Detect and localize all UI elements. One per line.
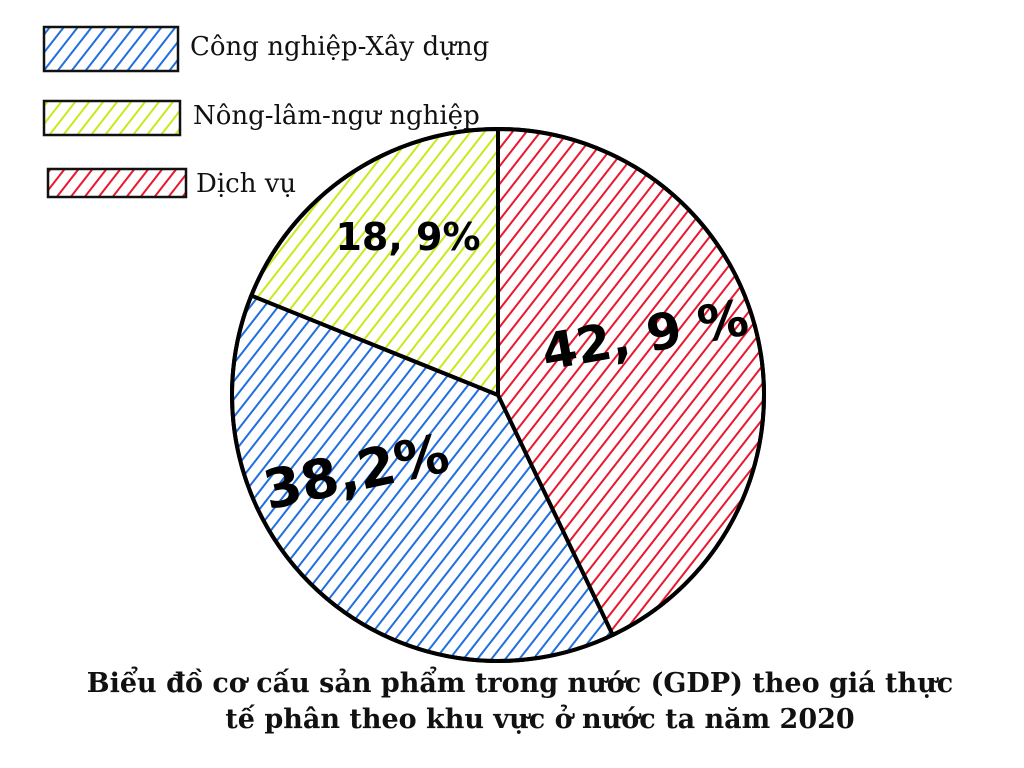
legend: Công nghiệp-Xây dựng Nông-lâm-ngư nghiệp…: [42, 25, 489, 199]
pie: [230, 127, 767, 663]
legend-label-nong-lam: Nông-lâm-ngư nghiệp: [193, 101, 480, 131]
pie-outline: [230, 127, 766, 663]
legend-item-dich-vu: Dịch vụ: [46, 167, 296, 199]
legend-item-cong-nghiep: Công nghiệp-Xây dựng: [42, 25, 489, 73]
legend-item-nong-lam: Nông-lâm-ngư nghiệp: [42, 99, 480, 137]
legend-swatch-nong-lam: [42, 99, 182, 137]
legend-swatch-dich-vu: [46, 167, 188, 199]
legend-label-cong-nghiep: Công nghiệp-Xây dựng: [190, 32, 489, 62]
legend-label-dich-vu: Dịch vụ: [196, 169, 296, 199]
chart-title: Biểu đồ cơ cấu sản phẩm trong nước (GDP)…: [87, 665, 953, 735]
chart-title-line-1: Biểu đồ cơ cấu sản phẩm trong nước (GDP)…: [87, 665, 953, 699]
legend-swatch-cong-nghiep: [42, 25, 180, 73]
chart-title-line-2: tế phân theo khu vực ở nước ta năm 2020: [225, 703, 854, 735]
slice-label-nong-lam: 18, 9%: [335, 215, 480, 259]
